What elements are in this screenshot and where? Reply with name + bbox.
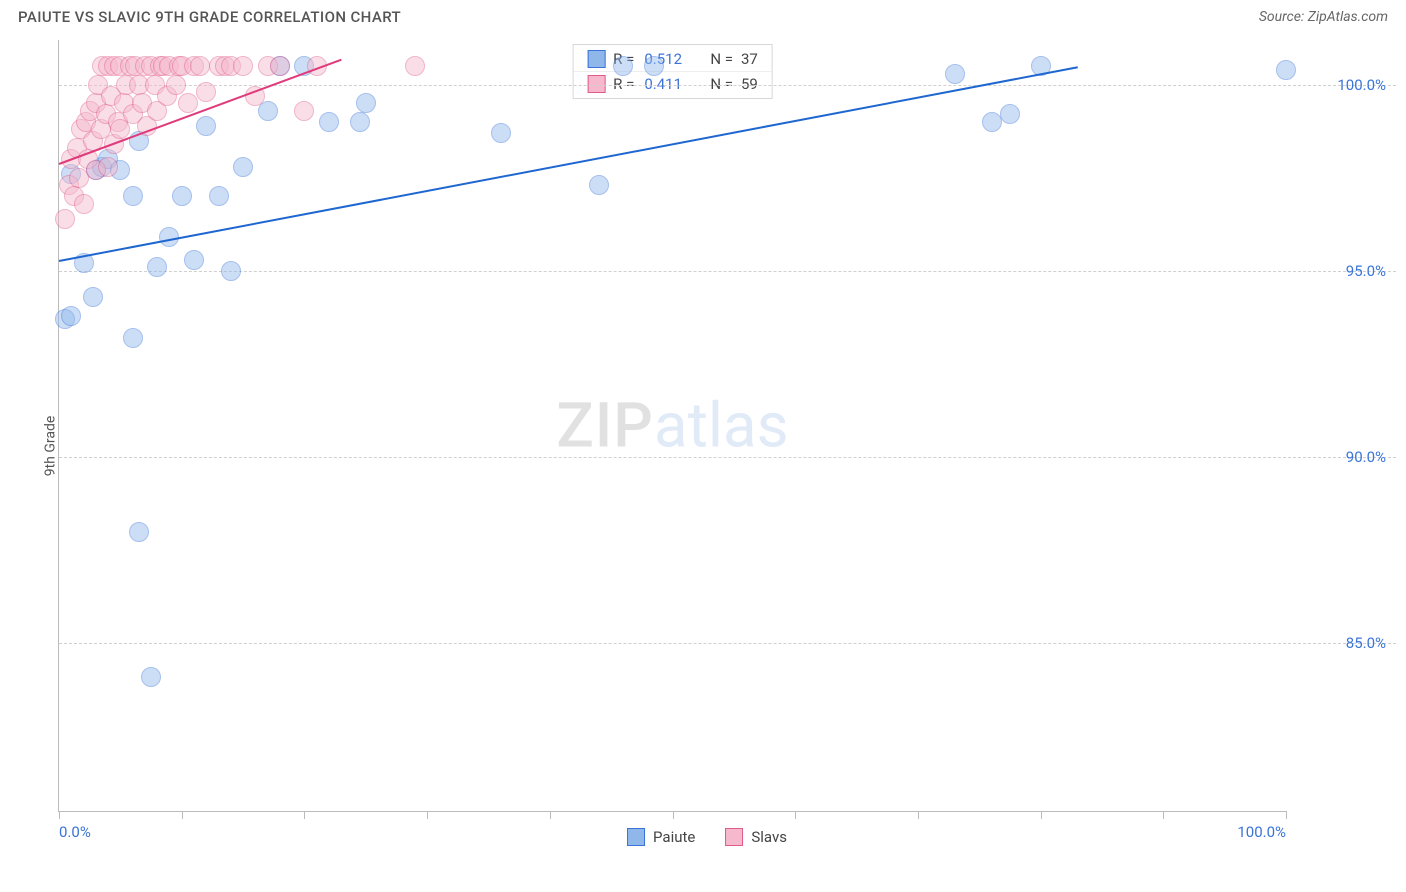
data-point — [61, 306, 81, 326]
x-tick — [550, 811, 551, 819]
y-tick-label: 95.0% — [1296, 262, 1386, 280]
legend-swatch — [587, 50, 605, 68]
chart-container: 9th Grade ZIPatlas R =0.512N =37R =0.411… — [18, 40, 1396, 852]
chart-plot-area: ZIPatlas R =0.512N =37R =0.411N =59 85.0… — [58, 40, 1286, 812]
x-tick — [1286, 811, 1287, 819]
data-point — [178, 93, 198, 113]
x-tick — [795, 811, 796, 819]
gridline-h — [59, 85, 1396, 86]
x-tick — [182, 811, 183, 819]
correlation-legend: R =0.512N =37R =0.411N =59 — [572, 44, 773, 99]
x-tick — [427, 811, 428, 819]
data-point — [129, 522, 149, 542]
data-point — [147, 257, 167, 277]
data-point — [945, 64, 965, 84]
watermark-text-1: ZIP — [556, 389, 654, 462]
y-tick-label: 85.0% — [1296, 634, 1386, 652]
data-point — [196, 82, 216, 102]
x-tick-label: 0.0% — [59, 823, 91, 841]
data-point — [74, 194, 94, 214]
data-point — [270, 56, 290, 76]
gridline-h — [59, 457, 1396, 458]
x-tick-label: 100.0% — [1237, 823, 1286, 841]
data-point — [123, 186, 143, 206]
n-label: N = — [710, 50, 733, 68]
legend-label: Paiute — [653, 828, 695, 846]
legend-item: Paiute — [627, 828, 695, 846]
watermark-text-2: atlas — [654, 389, 789, 462]
data-point — [221, 261, 241, 281]
x-tick — [918, 811, 919, 819]
x-tick — [1163, 811, 1164, 819]
data-point — [1276, 60, 1296, 80]
x-tick — [59, 811, 60, 819]
gridline-h — [59, 271, 1396, 272]
data-point — [55, 209, 75, 229]
data-point — [356, 93, 376, 113]
source-attribution: Source: ZipAtlas.com — [1259, 9, 1388, 25]
legend-label: Slavs — [751, 828, 787, 846]
y-axis-label: 9th Grade — [42, 416, 58, 477]
y-tick-label: 100.0% — [1296, 76, 1386, 94]
data-point — [141, 667, 161, 687]
series-legend: Paiute Slavs — [627, 828, 787, 846]
data-point — [982, 112, 1002, 132]
data-point — [294, 101, 314, 121]
chart-title: PAIUTE VS SLAVIC 9TH GRADE CORRELATION C… — [18, 8, 401, 26]
data-point — [233, 157, 253, 177]
data-point — [613, 56, 633, 76]
data-point — [196, 116, 216, 136]
data-point — [589, 175, 609, 195]
legend-item: Slavs — [725, 828, 787, 846]
watermark: ZIPatlas — [556, 389, 788, 462]
data-point — [83, 287, 103, 307]
data-point — [1000, 104, 1020, 124]
data-point — [350, 112, 370, 132]
data-point — [190, 56, 210, 76]
x-tick — [1041, 811, 1042, 819]
data-point — [405, 56, 425, 76]
x-tick — [304, 811, 305, 819]
data-point — [644, 56, 664, 76]
legend-row: R =0.512N =37 — [573, 47, 772, 72]
y-tick-label: 90.0% — [1296, 448, 1386, 466]
data-point — [98, 157, 118, 177]
data-point — [166, 75, 186, 95]
gridline-h — [59, 643, 1396, 644]
n-value: 37 — [741, 50, 758, 68]
data-point — [233, 56, 253, 76]
data-point — [123, 328, 143, 348]
legend-swatch — [627, 828, 645, 846]
data-point — [172, 186, 192, 206]
data-point — [209, 186, 229, 206]
data-point — [184, 250, 204, 270]
data-point — [491, 123, 511, 143]
x-tick — [673, 811, 674, 819]
legend-swatch — [725, 828, 743, 846]
data-point — [319, 112, 339, 132]
